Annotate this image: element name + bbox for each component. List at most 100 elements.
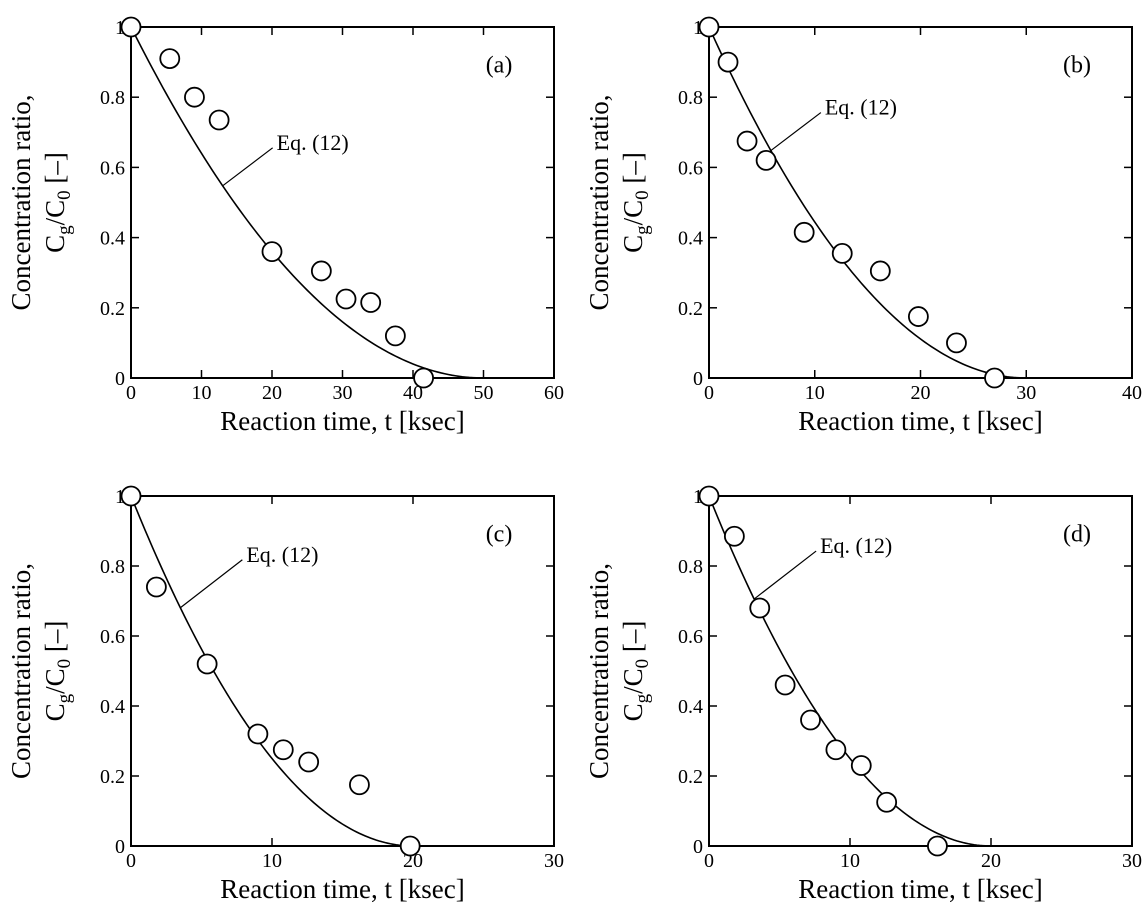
y-axis-title-line1: Concentration ratio, <box>6 95 36 311</box>
y-axis-title-part: 0 <box>54 659 75 669</box>
y-axis-title-part: 0 <box>54 190 75 200</box>
data-point <box>723 525 745 547</box>
data-point <box>927 835 948 857</box>
y-tick-label: 0 <box>693 368 703 390</box>
plot-frame <box>130 26 555 379</box>
data-point <box>800 709 821 731</box>
y-tick-label: 0 <box>693 836 703 858</box>
y-axis-title-part: [–] <box>40 152 70 190</box>
eq12-label: Eq. (12) <box>825 95 897 120</box>
y-tick-label: 0.2 <box>678 298 703 320</box>
y-axis-title-part: /C <box>40 668 70 694</box>
data-point <box>145 576 167 598</box>
y-axis-title-line2: Cg/C0 [–] <box>618 152 653 253</box>
data-point <box>698 16 720 38</box>
chart-panel: 0 10 20 30 40 50 60 0 0.2 0.4 0.6 0.8 1 Eq. (12) (a) Re… <box>6 16 564 436</box>
data-point <box>349 774 370 796</box>
chart-panel: 0 10 20 30 0 0.2 0.4 0.6 0.8 1 Eq. (12) (d) Reaction… <box>584 485 1142 904</box>
y-tick-label: 0.6 <box>678 626 703 648</box>
y-axis-title-part: C <box>618 235 648 253</box>
y-axis-title-part: /C <box>618 200 648 226</box>
data-point <box>261 241 283 263</box>
x-tick-label: 30 <box>1016 382 1036 404</box>
eq12-label: Eq. (12) <box>277 130 349 155</box>
data-point <box>698 485 720 507</box>
y-tick-label: 0.2 <box>678 766 703 788</box>
y-tick-label: 0 <box>115 836 125 858</box>
y-tick-label: 0.6 <box>100 157 125 179</box>
y-tick-label: 1 <box>115 486 125 508</box>
data-point <box>298 751 320 773</box>
y-axis-title-part: g <box>632 693 653 703</box>
data-point <box>946 332 967 354</box>
eq12-label: Eq. (12) <box>820 533 892 558</box>
data-point <box>831 242 853 264</box>
y-tick-label: 0.4 <box>100 228 125 250</box>
data-point <box>413 367 434 389</box>
x-tick-label: 0 <box>704 382 714 404</box>
y-axis-title-part: /C <box>40 200 70 226</box>
data-point <box>120 16 142 38</box>
data-point <box>793 221 815 243</box>
x-tick-label: 10 <box>805 382 825 404</box>
eq12-curve <box>130 495 414 847</box>
data-point <box>869 260 891 282</box>
data-point <box>876 791 898 813</box>
y-tick-label: 0.4 <box>678 228 703 250</box>
data-point <box>399 835 421 857</box>
x-axis-title: Reaction time, t [ksec] <box>220 406 464 436</box>
data-point <box>755 149 777 171</box>
y-tick-label: 1 <box>115 17 125 39</box>
y-tick-label: 0.8 <box>100 87 125 109</box>
x-tick-label: 10 <box>192 382 212 404</box>
eq12-leader-line <box>222 147 274 187</box>
eq12-leader-line <box>179 559 243 609</box>
panel-label: (b) <box>1063 53 1091 79</box>
x-tick-label: 40 <box>403 382 423 404</box>
y-axis-title-part: 0 <box>632 659 653 669</box>
x-tick-label: 20 <box>981 850 1001 872</box>
x-tick-label: 40 <box>1122 382 1142 404</box>
panel-label: (d) <box>1063 522 1091 548</box>
data-point <box>335 288 357 310</box>
x-axis-title: Reaction time, t [ksec] <box>798 406 1042 436</box>
y-axis-title-part: [–] <box>40 621 70 659</box>
x-tick-label: 0 <box>704 850 714 872</box>
y-tick-label: 0.8 <box>100 556 125 578</box>
data-point <box>736 130 758 152</box>
y-tick-label: 1 <box>693 17 703 39</box>
data-point <box>208 109 230 131</box>
data-point <box>850 755 872 776</box>
y-axis-title-line2: Cg/C0 [–] <box>40 621 75 722</box>
x-tick-label: 30 <box>1122 850 1142 872</box>
eq12-label: Eq. (12) <box>246 542 318 567</box>
eq12-leader-line <box>753 550 817 600</box>
y-tick-label: 0.4 <box>678 696 703 718</box>
x-tick-label: 30 <box>544 850 564 872</box>
y-tick-label: 0 <box>115 368 125 390</box>
y-axis-title-part: C <box>40 235 70 253</box>
eq12-leader-line <box>770 112 822 152</box>
y-axis-title-line2: Cg/C0 [–] <box>40 152 75 253</box>
y-axis-title-line1: Concentration ratio, <box>584 95 614 311</box>
data-point <box>247 723 269 745</box>
data-point <box>984 367 1005 389</box>
y-tick-label: 0.8 <box>678 87 703 109</box>
y-axis-title-line1: Concentration ratio, <box>584 563 614 779</box>
data-point <box>717 51 739 73</box>
data-point <box>184 86 205 108</box>
y-tick-label: 0.4 <box>100 696 125 718</box>
data-point <box>272 739 294 761</box>
data-point <box>384 325 406 347</box>
eq12-curve <box>130 26 484 379</box>
y-axis-title-part: C <box>40 703 70 721</box>
x-tick-label: 30 <box>333 382 353 404</box>
plot-frame <box>708 495 1133 847</box>
y-axis-title-part: g <box>54 225 75 235</box>
panel-label: (c) <box>486 522 513 548</box>
eq12-curve <box>708 26 1027 379</box>
y-tick-label: 0.6 <box>678 157 703 179</box>
y-axis-title-part: 0 <box>632 190 653 200</box>
